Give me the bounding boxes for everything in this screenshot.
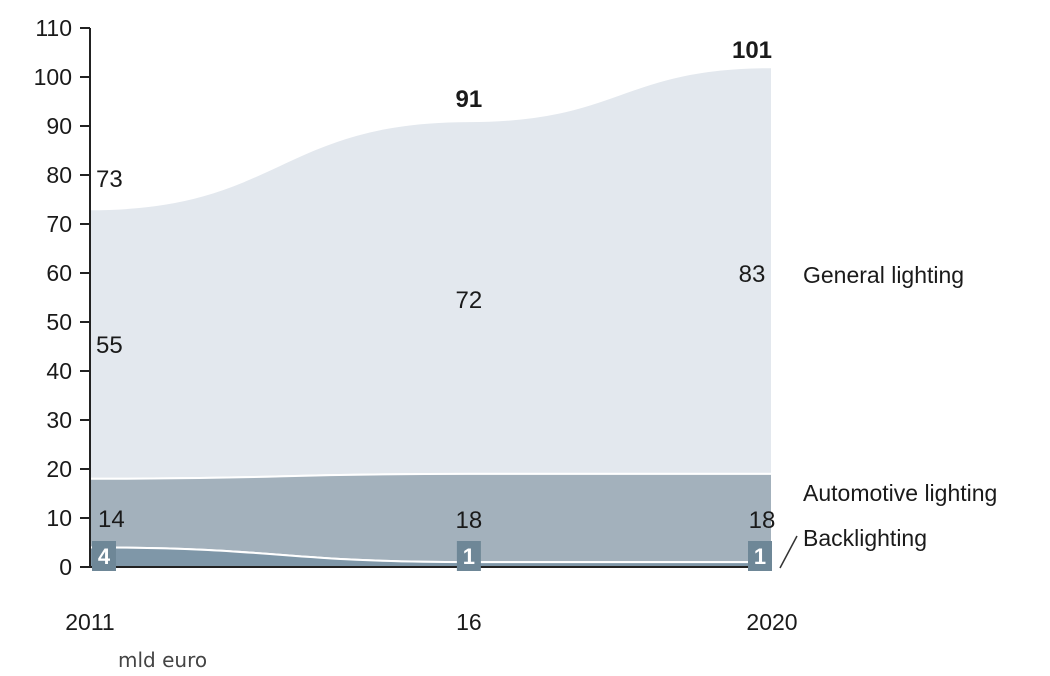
automotive-value-label: 18: [456, 507, 483, 534]
y-tick-label: 10: [46, 505, 72, 531]
backlighting-leader-line: [779, 535, 798, 569]
x-tick-label: 16: [456, 609, 482, 635]
general-lighting-value-label: 83: [739, 261, 766, 288]
total-value-label: 73: [96, 166, 123, 193]
y-tick-label: 80: [46, 162, 72, 188]
y-tick-label: 20: [46, 456, 72, 482]
y-tick-label: 110: [35, 15, 72, 41]
series-label-backlighting: Backlighting: [803, 525, 927, 551]
y-tick-label: 70: [46, 211, 72, 237]
backlighting-value-box: [92, 541, 116, 571]
y-tick-label: 90: [46, 113, 72, 139]
backlighting-value-label: 1: [754, 544, 766, 569]
y-tick-label: 40: [46, 358, 72, 384]
x-tick-label: 2020: [746, 609, 797, 635]
y-tick-label: 30: [46, 407, 72, 433]
general-lighting-value-label: 72: [456, 287, 483, 314]
total-value-label: 91: [456, 86, 483, 113]
general-lighting-value-label: 55: [96, 332, 123, 359]
backlighting-value-box: [456, 541, 481, 571]
area-layer: [89, 66, 773, 569]
x-tick-label: 2011: [65, 609, 114, 635]
value-label-group: 4 1 1 14 18 18 55 72 83 73 91 101: [92, 37, 775, 571]
backlighting-value-label: 4: [98, 544, 111, 569]
y-tick-label: 60: [46, 260, 72, 286]
backlighting-value-box: [748, 541, 772, 571]
y-tick-label: 100: [34, 64, 72, 90]
area-general-lighting: [89, 66, 773, 480]
series-label-automotive-lighting: Automotive lighting: [803, 480, 997, 506]
automotive-value-label: 18: [749, 507, 776, 534]
automotive-value-label: 14: [98, 506, 125, 533]
total-value-label: 101: [732, 37, 772, 64]
x-tick-group: 2011 16 2020: [65, 609, 797, 635]
y-axis: [89, 28, 772, 568]
y-tick-label: 0: [59, 554, 72, 580]
unit-label: mld euro: [118, 648, 207, 672]
series-name-group: Backlighting Automotive lighting General l…: [779, 262, 997, 569]
backlighting-value-label: 1: [463, 544, 475, 569]
y-tick-label: 50: [46, 309, 72, 335]
series-label-general-lighting: General lighting: [803, 262, 964, 288]
y-tick-group: 0 10 20 30 40 50 60 70 80 90 100 110: [34, 15, 90, 580]
